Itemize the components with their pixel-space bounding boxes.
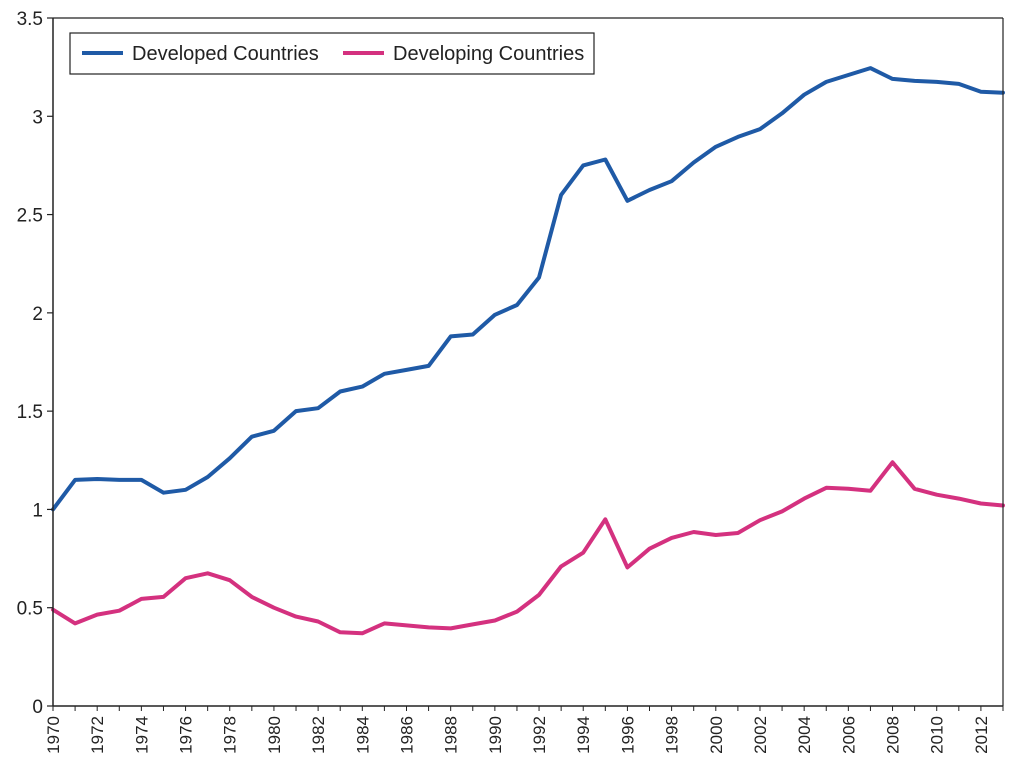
x-tick-label: 1974	[132, 716, 151, 754]
x-tick-label: 2012	[972, 716, 991, 754]
y-tick-label: 3.5	[17, 9, 43, 30]
x-tick-label: 1988	[442, 716, 461, 754]
x-tick-label: 2006	[839, 716, 858, 754]
x-tick-label: 1990	[486, 716, 505, 754]
x-tick-label: 1992	[530, 716, 549, 754]
x-tick-label: 1984	[353, 716, 372, 754]
x-tick-label: 1996	[618, 716, 637, 754]
y-tick-label: 0.5	[17, 599, 43, 620]
y-tick-label: 2	[32, 304, 43, 325]
legend-label-developing: Developing Countries	[393, 43, 584, 65]
x-tick-label: 1982	[309, 716, 328, 754]
series-line-developing	[51, 460, 1005, 636]
x-tick-label: 1998	[663, 716, 682, 754]
series-layer	[51, 66, 1005, 636]
x-tick-label: 2002	[751, 716, 770, 754]
x-tick-label: 1972	[88, 716, 107, 754]
x-tick-label: 2008	[884, 716, 903, 754]
x-tick-label: 1986	[397, 716, 416, 754]
x-tick-label: 1970	[44, 716, 63, 754]
y-tick-label: 1.5	[17, 402, 43, 423]
axes	[52, 17, 1004, 707]
y-tick-label: 3	[32, 107, 43, 128]
x-axis-ticks: 1970 1972 1974 1976 1978 1980 1982 1984 1986 1988…	[44, 706, 1004, 754]
y-tick-label: 2.5	[17, 206, 43, 227]
x-tick-label: 1980	[265, 716, 284, 754]
y-axis-ticks: 0 0.5 1 1.5 2 2.5 3 3.5	[17, 9, 53, 718]
y-tick-label: 1	[32, 500, 43, 521]
y-tick-label: 0	[32, 697, 43, 718]
legend-box	[69, 32, 595, 75]
x-tick-label: 2000	[707, 716, 726, 754]
plot-area	[53, 18, 1003, 706]
series-line-developed	[51, 66, 1005, 512]
x-tick-label: 1978	[221, 716, 240, 754]
legend: Developed Countries Developing Countries	[69, 32, 595, 75]
x-tick-label: 2004	[795, 716, 814, 754]
legend-label-developed: Developed Countries	[132, 43, 319, 65]
x-tick-label: 1976	[177, 716, 196, 754]
x-tick-label: 2010	[928, 716, 947, 754]
x-tick-label: 1994	[574, 716, 593, 754]
